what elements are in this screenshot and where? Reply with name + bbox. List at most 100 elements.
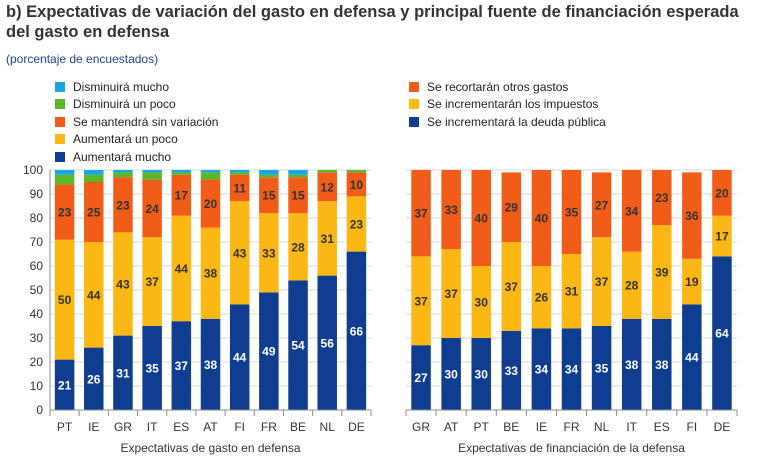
spending-bar-segment <box>229 174 250 202</box>
financing-bar-segment <box>591 237 612 326</box>
financing-data-label: 28 <box>625 279 639 293</box>
financing-bar-segment <box>682 304 702 410</box>
spending-bar-segment <box>84 170 104 175</box>
financing-bar-segment <box>621 170 642 252</box>
spending-bar-segment <box>142 179 162 238</box>
spending-bar-segment <box>113 172 133 178</box>
spending-bar-segment <box>200 179 221 228</box>
spending-bar-segment <box>84 174 104 182</box>
financing-data-label: 37 <box>414 294 428 308</box>
spending-data-label: 56 <box>321 336 335 350</box>
legend-item-decrease-much: Disminuirá mucho <box>55 78 218 96</box>
spending-bar-segment <box>346 170 367 173</box>
financing-data-label: 30 <box>475 296 489 310</box>
spending-data-label: 44 <box>233 351 247 365</box>
spending-data-label: 31 <box>321 232 335 246</box>
financing-bar-segment <box>501 172 522 242</box>
legend-item-increase-little: Aumentará un poco <box>55 131 218 149</box>
y-tick-label: 60 <box>30 259 44 273</box>
financing-bar-segment <box>591 172 612 238</box>
financing-x-axis-label: Expectativas de financiación de la defen… <box>458 441 685 455</box>
spending-data-label: 38 <box>204 267 218 281</box>
financing-data-label: 37 <box>505 280 519 294</box>
y-tick-label: 50 <box>30 283 44 297</box>
spending-bar-segment <box>288 280 308 410</box>
financing-data-label: 64 <box>715 327 729 341</box>
y-tick-label: 100 <box>23 163 43 177</box>
financing-data-label: 19 <box>685 275 699 289</box>
financing-data-label: 26 <box>535 291 549 305</box>
financing-bar-segment <box>621 318 642 410</box>
financing-x-tick-label: IE <box>536 420 547 434</box>
financing-bar-segment <box>471 266 491 338</box>
legend-swatch <box>55 151 65 162</box>
legend-item-increase-much: Aumentará mucho <box>55 148 218 166</box>
spending-data-label: 54 <box>291 339 305 353</box>
spending-bar-segment <box>171 172 192 175</box>
spending-bar-segment <box>54 239 75 360</box>
legend-item-raise-debt: Se incrementará la deuda pública <box>409 113 606 131</box>
financing-bar-segment <box>712 256 732 410</box>
spending-data-label: 26 <box>87 372 101 386</box>
spending-x-tick-label: GR <box>114 420 132 434</box>
financing-data-label: 17 <box>715 230 729 244</box>
spending-x-tick-label: FI <box>234 420 245 434</box>
legend-label: Disminuirá mucho <box>73 79 170 94</box>
spending-x-tick-label: DE <box>348 420 365 434</box>
financing-bar-segment <box>561 254 582 329</box>
financing-data-label: 29 <box>505 201 519 215</box>
spending-bar-segment <box>54 170 75 175</box>
financing-data-label: 44 <box>685 351 699 365</box>
chart-title: b) Expectativas de variación del gasto e… <box>6 3 739 41</box>
y-tick-label: 70 <box>30 235 44 249</box>
financing-bar-segment <box>652 318 672 410</box>
spending-data-label: 17 <box>175 189 189 203</box>
financing-x-tick-label: IT <box>626 420 637 434</box>
financing-bar-segment <box>561 170 582 254</box>
legend-label: Se recortarán otros gastos <box>427 79 569 94</box>
spending-data-label: 35 <box>145 362 159 376</box>
spending-bar-segment <box>171 174 192 216</box>
spending-bar-segment <box>171 321 192 410</box>
y-tick-label: 90 <box>30 187 44 201</box>
spending-bar-segment <box>317 170 337 173</box>
spending-data-label: 38 <box>204 358 218 372</box>
financing-bar-segment <box>682 258 702 305</box>
legend-spending: Disminuirá mucho Disminuirá un poco Se m… <box>55 78 218 166</box>
spending-bar-segment <box>317 275 337 410</box>
financing-data-label: 37 <box>414 207 428 221</box>
spending-bar-segment <box>142 326 162 410</box>
spending-data-label: 44 <box>175 262 189 276</box>
spending-bar-segment <box>288 174 308 178</box>
spending-bar-segment <box>84 182 104 242</box>
legend-swatch <box>55 116 65 127</box>
spending-data-label: 66 <box>350 324 364 338</box>
spending-data-label: 37 <box>145 275 159 289</box>
financing-data-label: 23 <box>655 191 669 205</box>
spending-bar-segment <box>113 335 133 410</box>
financing-data-label: 34 <box>535 363 549 377</box>
financing-bar-segment <box>652 170 672 226</box>
spending-data-label: 50 <box>58 293 72 307</box>
spending-bar-segment <box>113 232 133 336</box>
financing-x-tick-label: AT <box>444 420 459 434</box>
legend-item-cut-spending: Se recortarán otros gastos <box>409 78 606 96</box>
spending-bar-segment <box>288 177 308 214</box>
spending-x-tick-label: AT <box>203 420 218 434</box>
spending-data-label: 20 <box>204 197 218 211</box>
spending-data-label: 24 <box>145 202 159 216</box>
spending-x-tick-label: ES <box>173 420 189 434</box>
spending-bar-segment <box>259 170 279 175</box>
spending-x-tick-label: NL <box>320 420 336 434</box>
spending-x-tick-label: PT <box>57 420 73 434</box>
spending-data-label: 15 <box>291 189 305 203</box>
financing-bar-segment <box>441 170 461 250</box>
financing-bar-segment <box>471 338 491 410</box>
spending-bar-segment <box>54 359 75 410</box>
financing-bar-segment <box>531 328 552 410</box>
spending-data-label: 15 <box>262 189 276 203</box>
spending-bar-segment <box>171 170 192 173</box>
spending-bar-segment <box>200 172 221 180</box>
spending-x-tick-label: IE <box>88 420 99 434</box>
